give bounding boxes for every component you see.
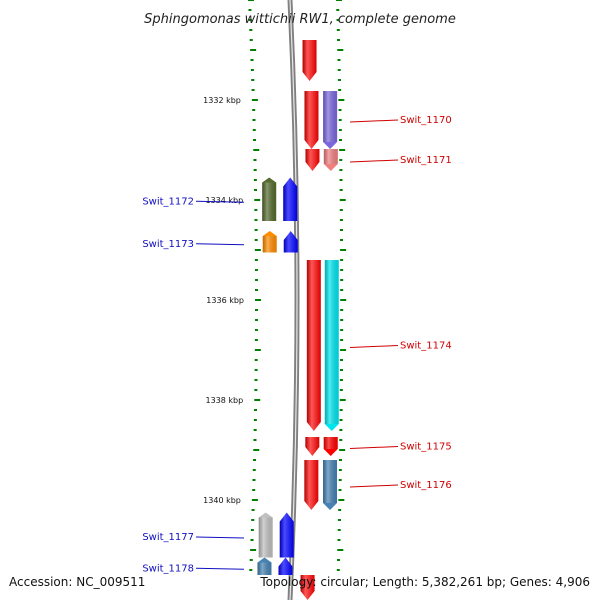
gene-label-leader xyxy=(195,536,245,539)
scale-label: 1334 kbp xyxy=(206,196,244,205)
gene-label: Swit_1174 xyxy=(400,341,452,352)
gene-label: Swit_1178 xyxy=(142,563,194,574)
gene-label-leader xyxy=(195,243,245,246)
gene-label: Swit_1176 xyxy=(400,480,452,491)
gene-shading xyxy=(323,460,338,503)
cds-forward-arrow xyxy=(302,40,317,81)
scale-label: 1338 kbp xyxy=(206,396,244,405)
gene-features xyxy=(257,91,339,575)
gene-label-leader xyxy=(349,446,399,449)
gene-shading xyxy=(262,182,277,221)
backbone-line xyxy=(287,0,300,600)
gene-shading xyxy=(323,437,338,449)
cds-forward-arrow xyxy=(305,149,320,171)
topology-text: Topology: circular; Length: 5,382,261 bp… xyxy=(259,575,590,589)
gene-shading xyxy=(257,562,272,575)
gene-label: Swit_1170 xyxy=(400,115,452,126)
cds-reverse-arrow xyxy=(283,231,298,253)
gene-labels: Swit_1170 Swit_1171 Swit_1172 Swit_1173 Swit… xyxy=(142,115,451,574)
cds-reverse-arrow xyxy=(283,177,298,221)
gene-label: Swit_1173 xyxy=(142,239,194,250)
gene-label-leader xyxy=(349,159,399,163)
cds-strand xyxy=(278,40,321,600)
cds-forward-arrow xyxy=(300,575,315,600)
gene-shading xyxy=(324,260,339,424)
gene-shading xyxy=(323,149,338,164)
gene-label: Swit_1177 xyxy=(142,532,194,543)
cds-reverse-arrow xyxy=(278,557,293,575)
gene-label-leader xyxy=(349,345,399,348)
accession-text: Accession: NC_009511 xyxy=(9,575,145,589)
gene-shading xyxy=(258,517,273,558)
scale-markers: 1332 kbp 1334 kbp 1336 kbp 1338 kbp 1340 kbp xyxy=(203,96,244,505)
gene-label: Swit_1171 xyxy=(400,155,452,166)
gene-label: Swit_1175 xyxy=(400,442,452,453)
cds-forward-arrow xyxy=(305,437,320,456)
gene-label-leader xyxy=(349,484,399,488)
gene-shading xyxy=(262,236,277,253)
gene-shading xyxy=(323,91,338,142)
scale-label: 1336 kbp xyxy=(206,296,244,305)
gene-label-leader xyxy=(195,567,245,570)
tick-marks xyxy=(248,0,347,571)
gene-label-leader xyxy=(349,119,399,123)
gene-label-leader xyxy=(195,200,245,203)
gene-label: Swit_1172 xyxy=(142,196,194,207)
cds-forward-arrow xyxy=(306,260,321,431)
cds-reverse-arrow xyxy=(279,512,294,558)
scale-label: 1332 kbp xyxy=(203,96,241,105)
map-title: Sphingomonas wittichii RW1, complete gen… xyxy=(144,12,456,27)
cds-forward-arrow xyxy=(304,91,319,149)
cds-forward-arrow xyxy=(304,460,319,510)
scale-label: 1340 kbp xyxy=(203,496,241,505)
